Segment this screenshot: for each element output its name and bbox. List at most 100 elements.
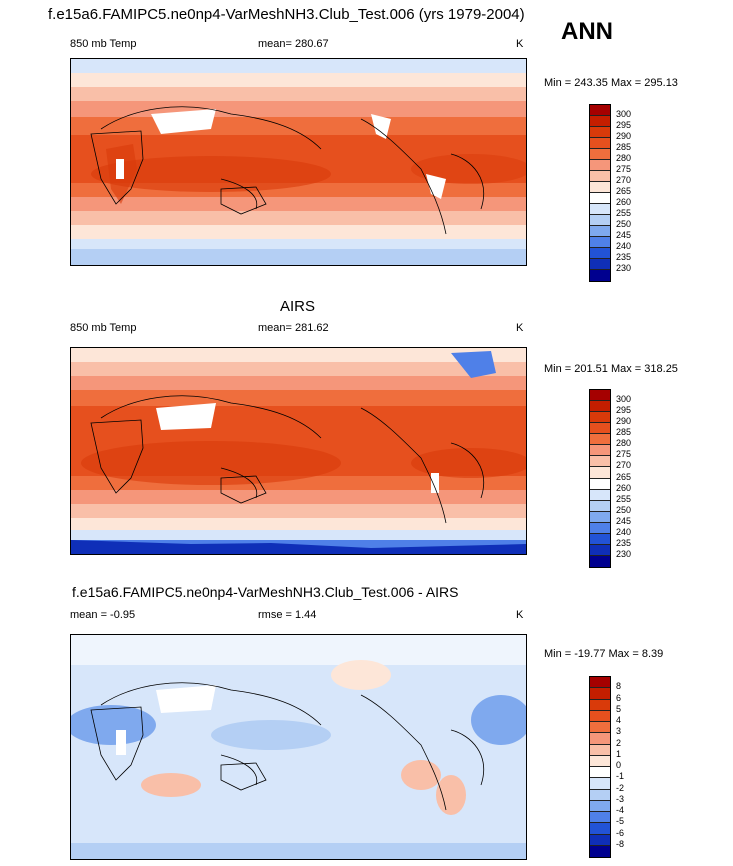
colorbar-tick-label: 255 — [616, 493, 632, 504]
colorbar-tick-label: 295 — [616, 405, 632, 416]
colorbar-tick-label: 295 — [616, 120, 632, 130]
colorbar-tick-label: -5 — [616, 816, 625, 827]
colorbar-tick-label: 1 — [616, 748, 622, 759]
colorbar-tick-label: 300 — [616, 394, 632, 405]
colorbar-swatch — [590, 800, 610, 812]
colorbar-swatch — [590, 116, 610, 127]
colorbar-tick-label: 250 — [616, 504, 632, 515]
panel1-minmax: Min = 243.35 Max = 295.13 — [544, 77, 678, 89]
colorbar-swatch — [590, 182, 610, 193]
colorbar-swatch — [590, 445, 610, 457]
panel1-variable-label: 850 mb Temp — [70, 38, 137, 50]
colorbar-swatch — [590, 710, 610, 722]
colorbar-swatch — [590, 511, 610, 523]
colorbar-swatch — [590, 401, 610, 413]
colorbar-tick-label: 3 — [616, 726, 622, 737]
panel2-minmax: Min = 201.51 Max = 318.25 — [544, 363, 678, 375]
colorbar-swatch — [590, 778, 610, 790]
colorbar-swatch — [590, 215, 610, 226]
colorbar-tick-label: 8 — [616, 681, 622, 692]
colorbar-tick-label: 265 — [616, 186, 632, 196]
colorbar-swatch — [590, 434, 610, 446]
colorbar-tick-label: -4 — [616, 805, 625, 815]
colorbar-swatch — [590, 127, 610, 138]
panel2-map — [70, 347, 527, 555]
colorbar-swatch — [590, 722, 610, 734]
colorbar-swatch — [590, 744, 610, 756]
panel2-variable-label: 850 mb Temp — [70, 322, 137, 334]
panel2-units-label: K — [516, 322, 524, 334]
colorbar-swatch — [590, 467, 610, 479]
colorbar-swatch — [590, 390, 610, 402]
season-label: ANN — [561, 18, 613, 45]
colorbar-tick-label: -3 — [616, 793, 625, 804]
colorbar-tick-label: -6 — [616, 827, 625, 838]
colorbar-swatch — [590, 456, 610, 468]
colorbar-swatch — [590, 699, 610, 711]
colorbar-tick-label: 250 — [616, 219, 632, 229]
colorbar-tick-label: 230 — [616, 263, 632, 273]
panel3-title: f.e15a6.FAMIPC5.ne0np4-VarMeshNH3.Club_T… — [72, 584, 459, 600]
colorbar-swatch — [590, 423, 610, 435]
colorbar-tick-label: 240 — [616, 241, 632, 251]
panel3-rmse-label: rmse = 1.44 — [258, 609, 317, 621]
colorbar-tick-label: -8 — [616, 838, 625, 849]
panel1-mean-label: mean= 280.67 — [258, 38, 329, 50]
colorbar-tick-label: 260 — [616, 197, 632, 207]
colorbar-tick-label: 285 — [616, 427, 632, 438]
colorbar-tick-label: -2 — [616, 782, 625, 793]
colorbar-swatch — [590, 478, 610, 490]
colorbar-swatch — [590, 138, 610, 149]
colorbar-tick-label: 5 — [616, 703, 622, 714]
colorbar-swatch — [590, 171, 610, 182]
colorbar-tick-label: 260 — [616, 482, 632, 493]
colorbar-swatch — [590, 226, 610, 237]
colorbar-swatch — [590, 204, 610, 215]
colorbar-tick-label: 255 — [616, 208, 632, 218]
colorbar-swatch — [590, 270, 610, 281]
colorbar-swatch — [590, 237, 610, 248]
colorbar-swatch — [590, 248, 610, 259]
colorbar-tick-label: 6 — [616, 692, 622, 703]
colorbar-tick-label: 245 — [616, 230, 632, 240]
figure-title: f.e15a6.FAMIPC5.ne0np4-VarMeshNH3.Club_T… — [48, 6, 525, 23]
colorbar-tick-label: 240 — [616, 526, 632, 537]
colorbar-swatch — [590, 105, 610, 116]
colorbar-swatch — [590, 160, 610, 171]
colorbar-swatch — [590, 544, 610, 556]
colorbar-swatch — [590, 259, 610, 270]
panel3-units-label: K — [516, 609, 524, 621]
colorbar-swatch — [590, 489, 610, 501]
colorbar-swatch — [590, 149, 610, 160]
panel1-units-label: K — [516, 38, 524, 50]
colorbar-tick-label: 0 — [616, 760, 622, 770]
colorbar-tick-label: 280 — [616, 153, 632, 163]
colorbar-tick-label: 280 — [616, 438, 632, 449]
colorbar-tick-label: 235 — [616, 537, 632, 548]
colorbar-swatch — [590, 767, 610, 779]
colorbar-tick-label: -1 — [616, 771, 625, 782]
colorbar-tick-label: 265 — [616, 471, 632, 482]
colorbar-tick-label: 230 — [616, 548, 632, 559]
colorbar-swatch — [590, 812, 610, 824]
colorbar-swatch — [590, 522, 610, 534]
colorbar-swatch — [590, 733, 610, 745]
colorbar-tick-label: 290 — [616, 416, 632, 427]
colorbar-swatch — [590, 789, 610, 801]
colorbar-tick-label: 285 — [616, 142, 632, 152]
panel1-colorbar — [589, 104, 611, 282]
colorbar-tick-label: 270 — [616, 460, 632, 471]
colorbar-swatch — [590, 555, 610, 567]
colorbar-swatch — [590, 533, 610, 545]
colorbar-swatch — [590, 755, 610, 767]
panel3-colorbar — [589, 676, 611, 858]
colorbar-tick-label: 245 — [616, 515, 632, 526]
colorbar-swatch — [590, 193, 610, 204]
colorbar-tick-label: 290 — [616, 131, 632, 141]
colorbar-tick-label: 300 — [616, 109, 632, 119]
panel2-colorbar — [589, 389, 611, 568]
colorbar-swatch — [590, 834, 610, 846]
panel2-mean-label: mean= 281.62 — [258, 322, 329, 334]
colorbar-swatch — [590, 688, 610, 700]
panel2-title: AIRS — [280, 298, 316, 315]
